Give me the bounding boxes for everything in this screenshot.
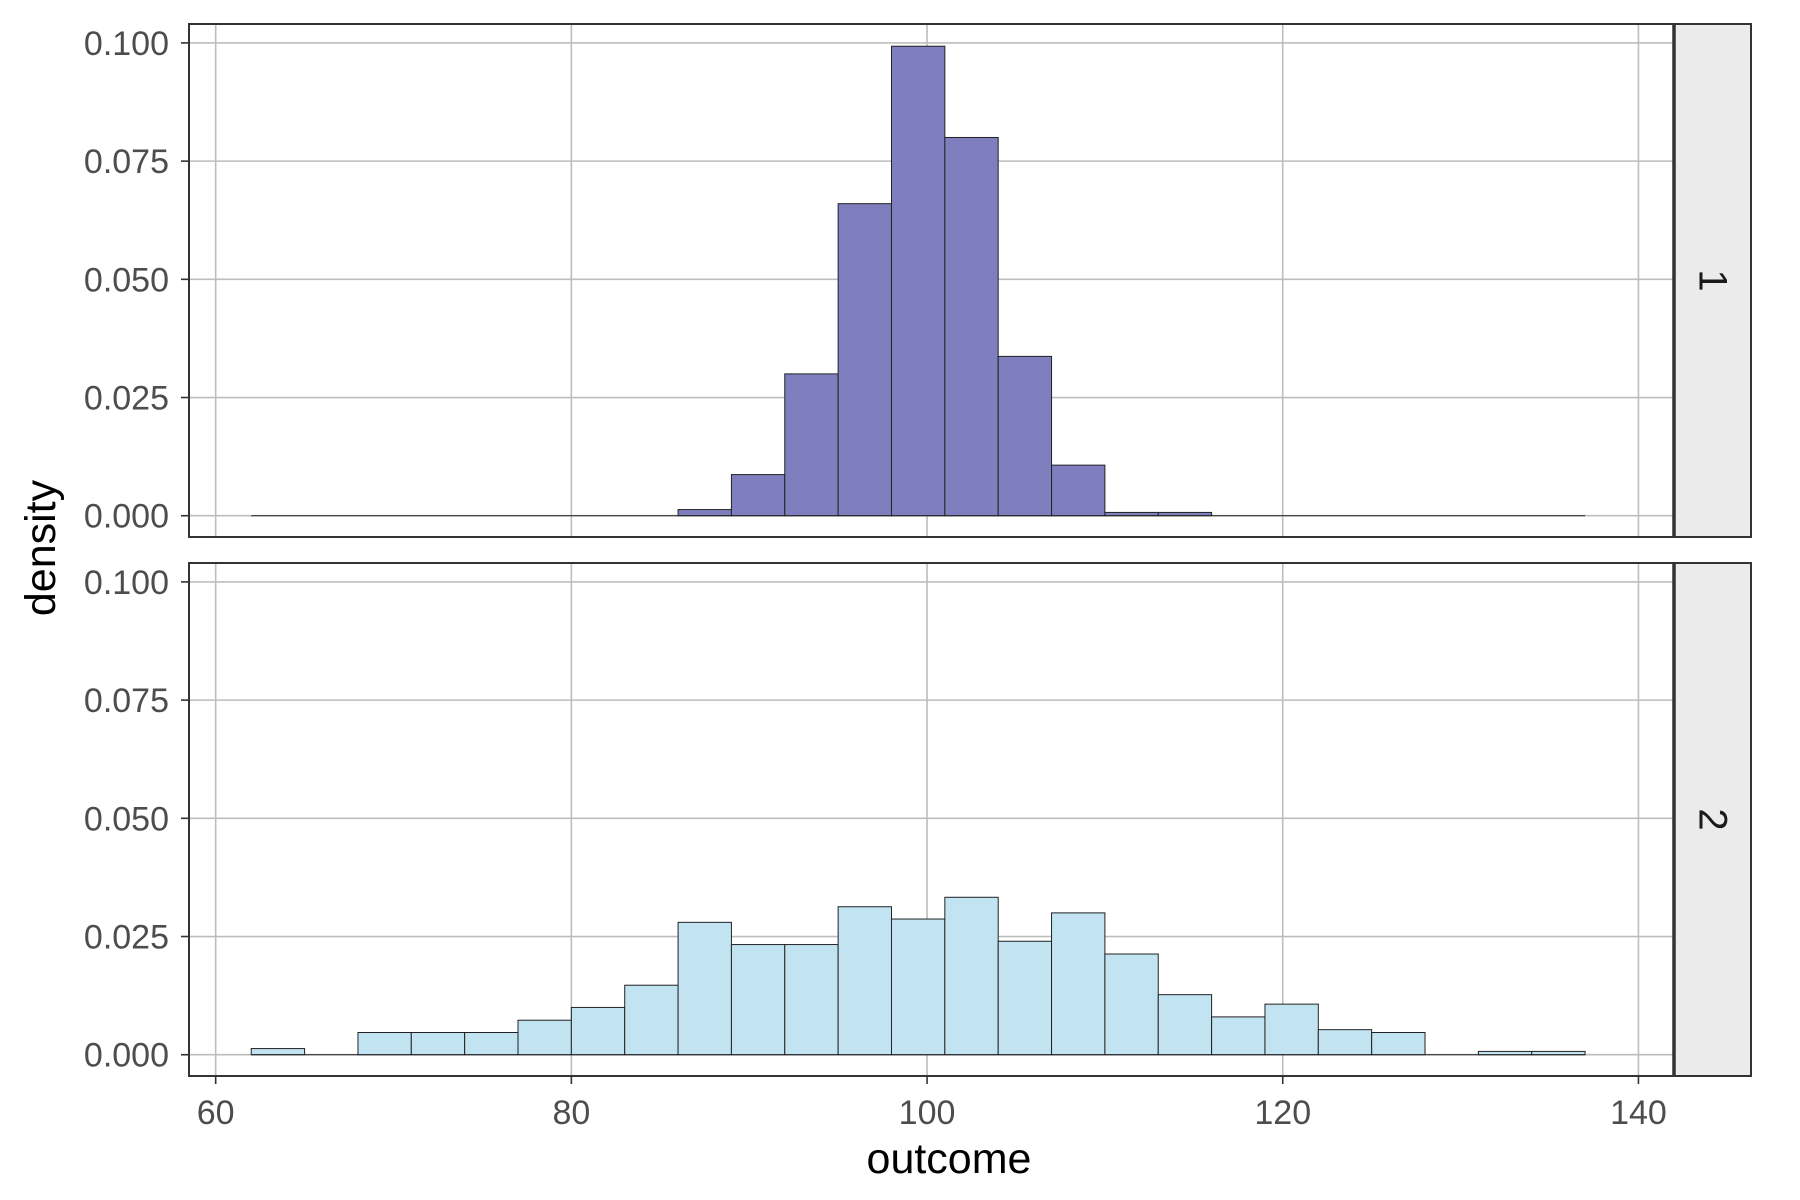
histogram-bar — [1051, 464, 1106, 517]
histogram-bar — [677, 921, 732, 1056]
y-tick-label: 0.050 — [84, 800, 169, 838]
histogram-bar — [517, 1019, 572, 1056]
y-tick-label: 0.000 — [84, 1037, 169, 1075]
histogram-bar — [1264, 1003, 1319, 1056]
histogram-bar — [1371, 1032, 1426, 1056]
facet-panel-1: 0.000 0.025 0.050 0.075 0.100 1 — [84, 23, 1752, 538]
histogram-bar — [570, 1006, 626, 1056]
x-tick-label: 120 — [1254, 1094, 1311, 1132]
histogram-bar — [357, 1032, 412, 1056]
y-tick-label: 0.075 — [84, 682, 169, 720]
histogram-bar — [997, 940, 1053, 1056]
histogram-bar — [250, 1048, 306, 1056]
histogram-bar — [784, 944, 839, 1056]
histogram-bar — [730, 944, 786, 1056]
x-tick-label: 140 — [1610, 1094, 1667, 1132]
facet-strip-label: 2 — [1691, 808, 1735, 830]
facet-strip — [1673, 23, 1752, 538]
facet-panel-2: 0.000 0.025 0.050 0.075 0.100 2 — [84, 562, 1752, 1077]
histogram-bar — [944, 896, 999, 1056]
y-tick-label: 0.050 — [84, 261, 169, 299]
x-tick-label: 60 — [197, 1094, 235, 1132]
x-tick-label: 100 — [899, 1094, 956, 1132]
y-tick-label: 0.025 — [84, 919, 169, 957]
histogram-bar — [997, 355, 1053, 517]
histogram-bar — [1051, 912, 1106, 1056]
histogram-bar — [464, 1032, 519, 1056]
histogram-bar — [1211, 1016, 1266, 1056]
x-axis-title: outcome — [867, 1135, 1032, 1183]
y-tick-label: 0.075 — [84, 143, 169, 181]
x-tick-label: 80 — [552, 1094, 590, 1132]
facet-strip-label: 1 — [1691, 269, 1735, 291]
histogram-bar — [890, 918, 946, 1056]
histogram-bar — [837, 203, 892, 517]
histogram-bar — [730, 474, 786, 517]
histogram-bar — [1157, 994, 1213, 1056]
histogram-bar — [944, 136, 999, 517]
histogram-bar — [837, 906, 892, 1056]
facet-strip — [1673, 562, 1752, 1077]
histogram-bar — [890, 45, 946, 517]
histogram-bar — [677, 509, 732, 517]
histogram-bar — [1104, 953, 1159, 1056]
y-tick-label: 0.100 — [84, 564, 169, 602]
histogram-bar — [624, 984, 679, 1056]
histogram-bar — [784, 373, 839, 517]
panels-layer: 0.000 0.025 0.050 0.075 0.100 1 0.000 0.025 0.05… — [84, 23, 1752, 1077]
y-tick-label: 0.000 — [84, 498, 169, 536]
histogram-bar — [1317, 1029, 1373, 1056]
histogram-bar — [410, 1032, 466, 1056]
y-tick-label: 0.100 — [84, 25, 169, 63]
x-axis: 60 80 100 120 140 — [197, 1076, 1667, 1132]
y-axis-title: density — [17, 479, 65, 616]
y-tick-label: 0.025 — [84, 380, 169, 418]
